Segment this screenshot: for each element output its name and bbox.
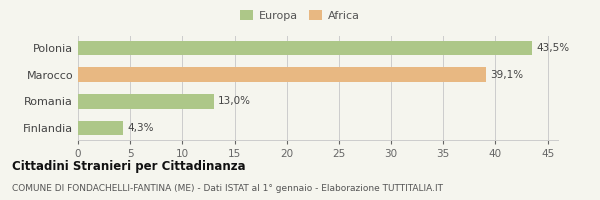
Text: COMUNE DI FONDACHELLI-FANTINA (ME) - Dati ISTAT al 1° gennaio - Elaborazione TUT: COMUNE DI FONDACHELLI-FANTINA (ME) - Dat… [12,184,443,193]
Bar [78,67,486,82]
Text: Cittadini Stranieri per Cittadinanza: Cittadini Stranieri per Cittadinanza [12,160,245,173]
Bar [78,121,123,135]
Text: 13,0%: 13,0% [218,96,251,106]
Legend: Europa, Africa: Europa, Africa [236,6,364,25]
Text: 43,5%: 43,5% [536,43,569,53]
Text: 39,1%: 39,1% [490,70,523,80]
Text: 4,3%: 4,3% [127,123,154,133]
Bar [78,41,532,55]
Bar [78,94,214,109]
